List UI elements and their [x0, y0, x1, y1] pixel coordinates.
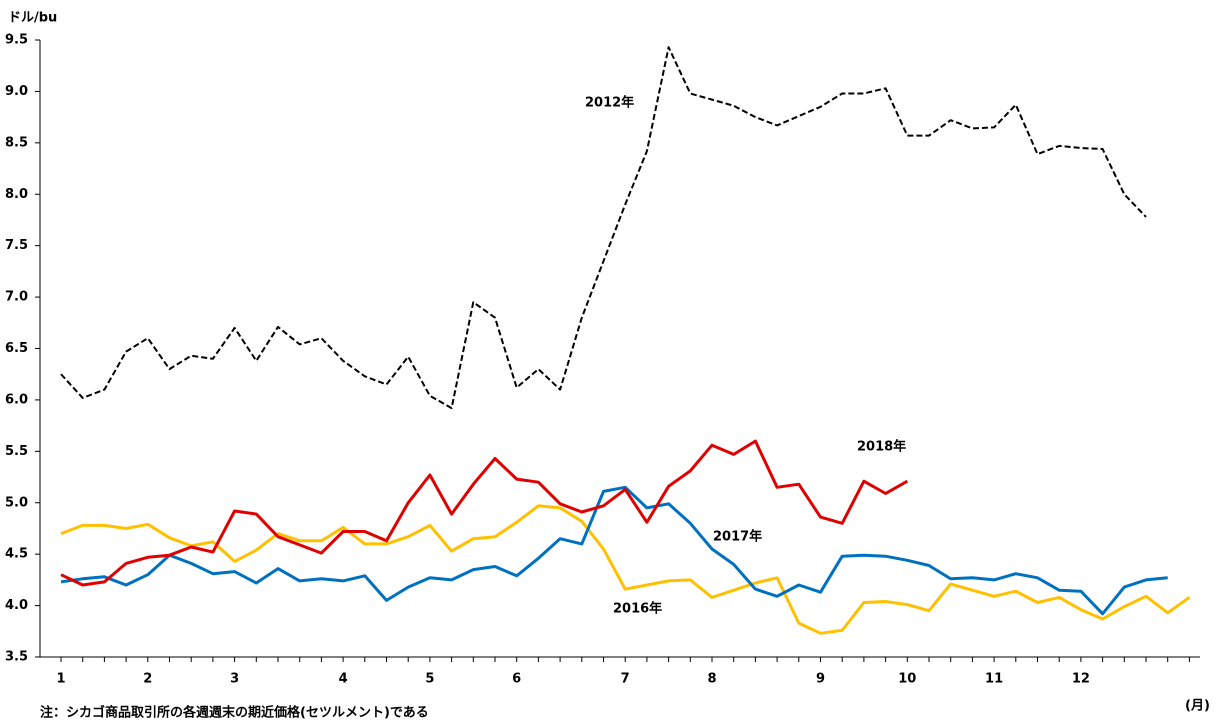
series-label: 2012年 — [585, 95, 634, 111]
y-tick-label: 5.0 — [5, 495, 28, 510]
series-label: 2018年 — [857, 439, 906, 455]
x-tick-label: 12 — [1072, 672, 1090, 687]
x-tick-label: 1 — [56, 672, 65, 687]
x-tick-label: 10 — [898, 672, 916, 687]
y-tick-label: 4.5 — [5, 547, 28, 562]
x-axis-label: (月) — [1185, 699, 1210, 714]
note: 注：シカゴ商品取引所の各週週末の期近価格(セツルメント)である — [40, 705, 429, 720]
x-tick-label: 4 — [339, 672, 348, 687]
y-tick-label: 4.0 — [5, 598, 28, 613]
y-tick-label: 8.0 — [5, 187, 28, 202]
series-line — [60, 485, 1168, 616]
y-tick-label: 9.0 — [5, 84, 28, 99]
series-label: 2016年 — [613, 601, 662, 617]
x-tick-label: 2 — [143, 672, 152, 687]
y-tick-label: 3.5 — [5, 650, 28, 665]
y-tick-label: 5.5 — [5, 444, 28, 459]
series-label: 2017年 — [713, 529, 762, 545]
y-tick-label: 9.5 — [5, 33, 28, 48]
series-line — [60, 439, 909, 587]
x-tick-label: 11 — [985, 672, 1003, 687]
x-tick-label: 3 — [230, 672, 239, 687]
y-axis-label: ドル/bu — [8, 11, 57, 26]
x-tick-label: 5 — [425, 672, 434, 687]
y-tick-label: 6.0 — [5, 392, 28, 407]
x-tick-label: 9 — [816, 672, 825, 687]
y-tick-label: 6.5 — [5, 341, 28, 356]
series-line — [60, 46, 1147, 410]
series-line — [60, 504, 1191, 635]
y-tick-label: 8.5 — [5, 135, 28, 150]
y-tick-label: 7.5 — [5, 238, 28, 253]
x-tick-label: 6 — [512, 672, 521, 687]
x-tick-label: 7 — [621, 672, 630, 687]
y-tick-label: 7.0 — [5, 290, 28, 305]
x-tick-label: 8 — [707, 672, 716, 687]
